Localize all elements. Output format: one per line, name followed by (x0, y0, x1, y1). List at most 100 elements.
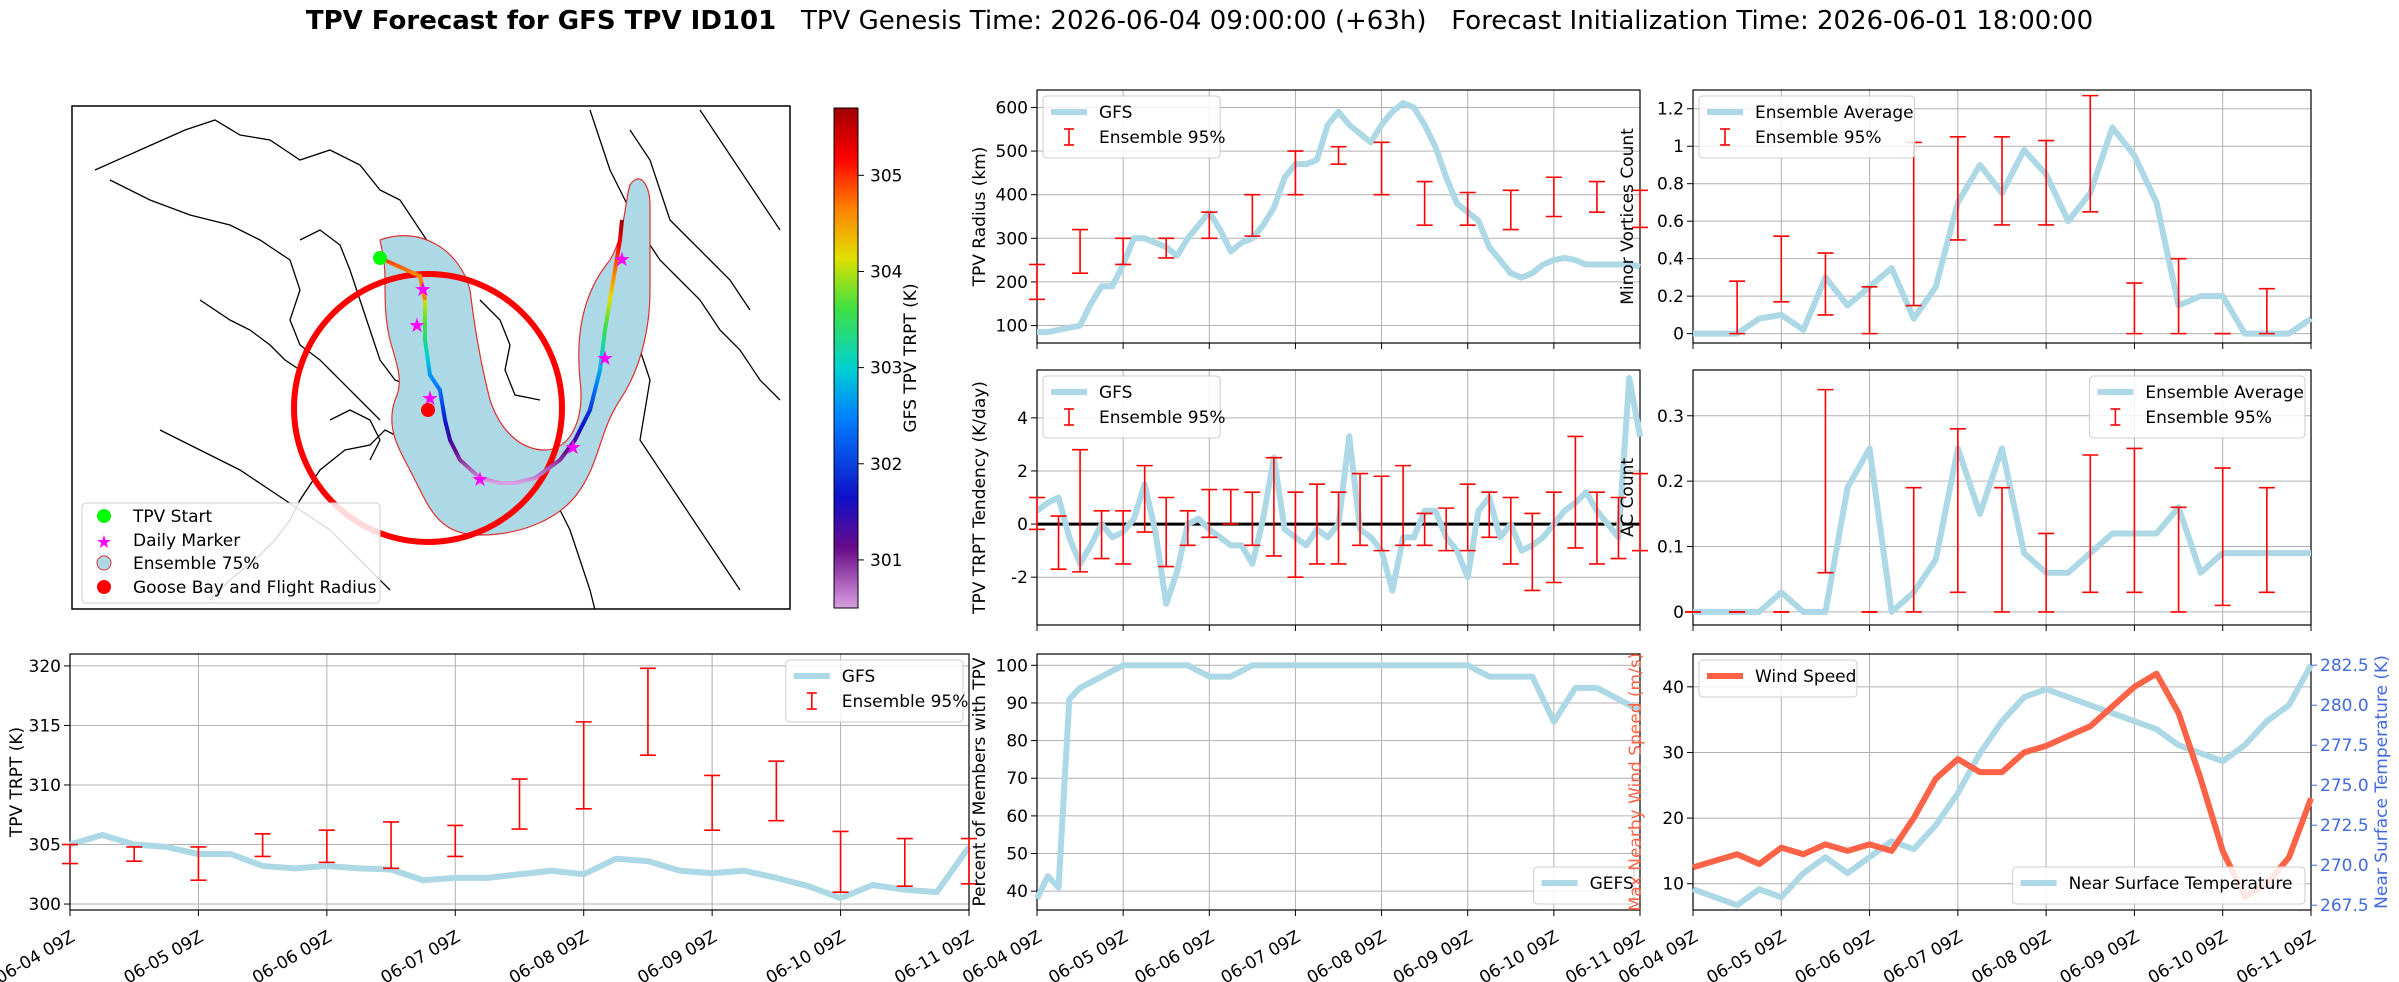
y-tick-label: 4 (1017, 409, 1028, 429)
legend-box (1042, 375, 1221, 439)
y-tick-label: 20 (1662, 809, 1684, 829)
legend: Ensemble Average Ensemble 95% (1698, 95, 1916, 159)
error-bar (1373, 475, 1390, 552)
x-tick-label: 06-10 09Z (763, 927, 849, 982)
error-bar (1545, 176, 1562, 218)
legend-label: Ensemble 95% (842, 692, 969, 712)
x-tick-label: 06-07 09Z (1218, 927, 1304, 982)
x-tick-label: 06-08 09Z (1304, 927, 1390, 982)
y-tick-label: 0 (1673, 325, 1684, 345)
legend-label: Ensemble 95% (2145, 408, 2272, 428)
error-bar (1994, 136, 2010, 226)
chart-wind_temp: 06-04 09Z 06-05 09Z 06-06 09Z 06-07 09Z 06-0… (1615, 653, 2392, 982)
map-legend-box (81, 502, 381, 604)
legend-box (2012, 866, 2306, 905)
y-tick-label: 1.2 (1657, 100, 1684, 120)
series-line (69, 831, 972, 902)
legend-tpv-start-icon (97, 509, 111, 523)
colorbar-tick-label: 303 (870, 359, 902, 379)
legend-box (1698, 659, 1858, 698)
y-tick-label: 40 (1006, 882, 1028, 902)
error-bar (1352, 472, 1369, 547)
x-tick-label: 06-10 09Z (1476, 927, 1562, 982)
error-bar (1588, 180, 1605, 213)
y2-tick-label: 280.0 (2320, 696, 2369, 716)
x-tick-label: 06-05 09Z (1703, 927, 1789, 982)
colorbar (833, 107, 859, 609)
y-tick-label: 300 (996, 229, 1028, 249)
y-tick-label: 400 (996, 186, 1028, 206)
error-bar (1502, 496, 1519, 565)
legend-box (1533, 866, 1635, 905)
error-bar (447, 824, 464, 858)
legend-ensemble-75: Ensemble 75% (133, 554, 260, 574)
legend-daily-marker-icon: ★ (96, 532, 112, 553)
y-tick-label: 90 (1006, 694, 1028, 714)
error-bar (1861, 285, 1878, 335)
error-bar (1949, 428, 1966, 594)
legend: GFS Ensemble 95% (785, 659, 969, 723)
legend-box (1042, 95, 1221, 159)
x-tick-label: 06-08 09Z (1968, 927, 2054, 982)
legend-label: Ensemble 95% (1099, 128, 1226, 148)
x-tick-label: 06-06 09Z (1131, 927, 1217, 982)
error-bar (1029, 496, 1045, 531)
chart-tendency: -2 0 2 4 TPV TRPT Tendency (K/day) GFS Ensembl… (970, 369, 1648, 631)
error-bar (1201, 488, 1218, 539)
error-bar (1158, 237, 1175, 259)
y-tick-label: 100 (996, 656, 1028, 676)
error-bar (1588, 491, 1605, 565)
figure-title: TPV Forecast for GFS TPV ID101 TPV Genes… (0, 6, 2399, 36)
x-tick-label: 06-04 09Z (0, 927, 79, 982)
legend-label: GFS (1099, 103, 1132, 123)
error-bar (2258, 287, 2275, 335)
error-bar (1459, 191, 1476, 227)
legend-box (2088, 375, 2306, 439)
goose-bay-flight-radius (291, 271, 565, 545)
daily-marker: ★ (414, 277, 432, 301)
legend: Near Surface Temperature (2012, 866, 2306, 905)
error-bar (1632, 472, 1648, 552)
y-tick-label: 600 (996, 98, 1028, 118)
chart-minor: 0 0.2 0.4 0.6 0.8 1 1.2 Minor Vortices Count Ens… (1618, 89, 2313, 349)
error-bar (1136, 464, 1153, 533)
y-tick-label: 0 (1017, 515, 1028, 535)
error-bar (1416, 180, 1433, 227)
colorbar-ticks: 301 302 303 304 305 (858, 166, 902, 571)
legend-label: Ensemble Average (2145, 383, 2304, 403)
legend-label: Near Surface Temperature (2069, 874, 2293, 894)
y-tick-label: 0.1 (1657, 538, 1684, 558)
x-tick-label: 06-11 09Z (2233, 927, 2319, 982)
error-bar (1115, 237, 1132, 266)
y2-tick-label: 277.5 (2320, 736, 2369, 756)
x-tick-label: 06-06 09Z (1792, 927, 1878, 982)
y-axis-label: Percent of Members with TPV (970, 657, 990, 906)
error-bar (2170, 257, 2187, 335)
error-bar (1222, 488, 1239, 525)
y-axis-label: AC Count (1618, 458, 1638, 537)
error-bar (383, 821, 400, 870)
x-tick-label: 06-05 09Z (121, 927, 207, 982)
error-bar (2038, 139, 2055, 226)
error-bar (704, 774, 721, 832)
legend-label: Ensemble Average (1755, 103, 1914, 123)
error-bar (2126, 447, 2143, 594)
error-bar (832, 830, 849, 893)
legend-label: GFS (1099, 383, 1132, 403)
temperature-line (1691, 663, 2314, 909)
legend: GEFS (1533, 866, 1635, 905)
y-tick-label: 0.8 (1657, 175, 1684, 195)
error-bar (1459, 483, 1476, 552)
error-bar (126, 846, 143, 862)
error-bar (1905, 486, 1922, 613)
y-tick-label: 40 (1662, 678, 1684, 698)
error-bar (254, 832, 271, 858)
error-bar (768, 760, 785, 822)
daily-marker: ★ (596, 346, 614, 370)
map-contents: ★ ★ ★ ★ ★ ★ ★ (94, 109, 781, 609)
error-bar (575, 721, 592, 810)
legend-label: GFS (842, 667, 875, 687)
error-bar (2170, 506, 2187, 613)
map-panel: ★ ★ ★ ★ ★ ★ ★ TPV Start ★ Daily Marker E… (71, 105, 921, 610)
